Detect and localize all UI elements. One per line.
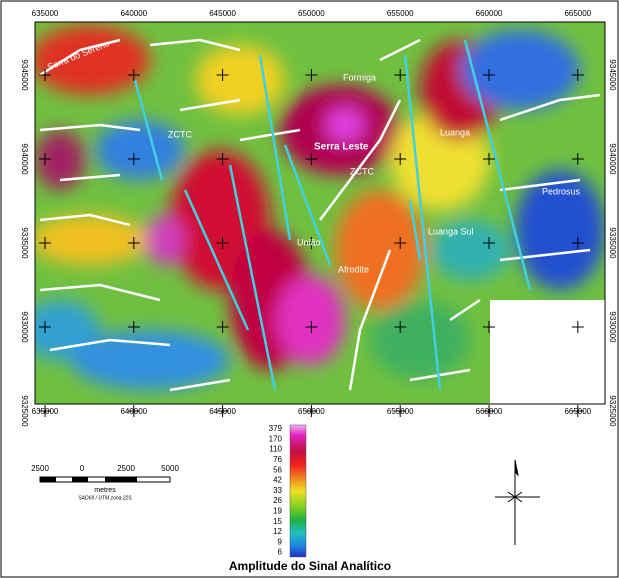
y-coordinate-label: 9335000 [608, 227, 617, 259]
scale-bar: 2500 0 2500 5000 metres SAD69 / UTM zona… [31, 464, 179, 501]
y-coordinate-label: 9340000 [608, 143, 617, 175]
place-label: ZCTC [350, 166, 374, 176]
y-coordinate-label: 9330000 [608, 311, 617, 343]
legend-value: 56 [273, 465, 282, 474]
x-coordinate-label: 645000 [209, 9, 236, 18]
y-coordinate-label: 9340000 [20, 143, 29, 175]
place-label: Afrodite [338, 264, 369, 274]
place-label: Luanga [440, 127, 470, 137]
legend-value: 33 [273, 486, 282, 495]
legend-value: 15 [273, 517, 282, 526]
scale-label: 2500 [31, 464, 49, 473]
scale-label: 2500 [117, 464, 135, 473]
scale-unit: metres [94, 487, 116, 494]
scale-label: 0 [80, 464, 85, 473]
y-coordinate-label: 9345000 [608, 59, 617, 91]
color-bar [290, 425, 306, 557]
x-coordinate-label: 635000 [32, 9, 59, 18]
y-coordinate-label: 9345000 [20, 59, 29, 91]
x-coordinate-label: 655000 [387, 9, 414, 18]
place-label: Serra Leste [314, 142, 369, 153]
north-arrow [495, 460, 540, 545]
scale-datum: SAD69 / UTM zona 22S [78, 495, 132, 501]
legend-value: 12 [273, 527, 282, 536]
map-image [20, 22, 610, 410]
map-page: 6350006350006400006400006450006450006500… [0, 0, 619, 578]
scale-label: 5000 [161, 464, 179, 473]
place-label: Pedrosus [542, 186, 581, 196]
y-coordinate-label: 9330000 [20, 311, 29, 343]
legend-value: 110 [269, 445, 282, 454]
place-label: ZCTC [168, 129, 192, 139]
x-coordinate-label: 640000 [120, 9, 147, 18]
legend-value: 26 [273, 496, 282, 505]
legend-value: 9 [278, 537, 283, 546]
x-coordinate-label: 665000 [564, 9, 591, 18]
legend-value: 170 [269, 434, 283, 443]
y-coordinate-label: 9325000 [608, 395, 617, 427]
legend-value: 19 [273, 507, 282, 516]
place-label: Luanga Sul [428, 226, 474, 236]
legend-value: 42 [273, 476, 282, 485]
y-coordinate-label: 9325000 [20, 395, 29, 427]
x-coordinate-label: 660000 [476, 9, 503, 18]
legend-value: 6 [278, 548, 283, 557]
place-label: União [297, 237, 321, 247]
legend-value: 76 [273, 455, 282, 464]
legend-value: 379 [269, 424, 283, 433]
x-coordinate-label: 650000 [298, 9, 325, 18]
legend-title: Amplitude do Sinal Analítico [229, 559, 391, 573]
y-coordinate-label: 9335000 [20, 227, 29, 259]
place-label: Formiga [343, 72, 376, 82]
